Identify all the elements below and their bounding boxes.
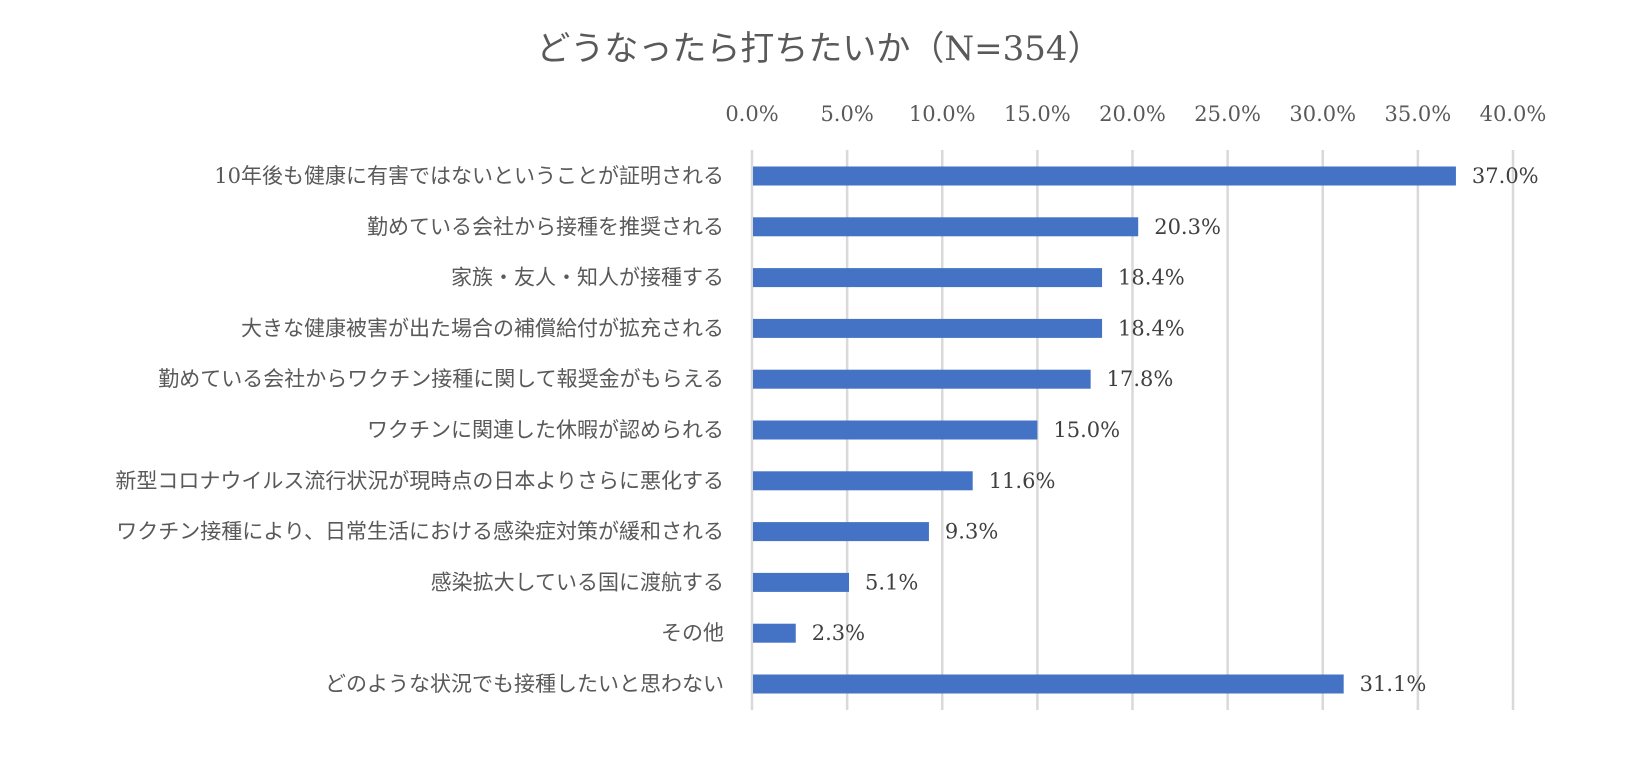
data-label: 18.4% [1118, 266, 1185, 290]
x-tick-label: 25.0% [1194, 102, 1261, 126]
x-tick-label: 15.0% [1004, 102, 1071, 126]
category-label: ワクチンに関連した休暇が認められる [367, 418, 724, 442]
data-label: 37.0% [1472, 164, 1539, 188]
category-label: 感染拡大している国に渡航する [431, 570, 724, 594]
category-label: 勤めている会社から接種を推奨される [367, 215, 724, 239]
category-label: 10年後も健康に有害ではないということが証明される [214, 164, 724, 188]
data-label: 2.3% [812, 621, 865, 645]
category-label: 新型コロナウイルス流行状況が現時点の日本よりさらに悪化する [115, 469, 724, 493]
gridlines [750, 150, 1515, 710]
category-labels: 10年後も健康に有害ではないということが証明される勤めている会社から接種を推奨さ… [115, 164, 724, 696]
data-label: 20.3% [1154, 215, 1221, 239]
data-labels: 37.0% 20.3% 18.4% 18.4% 17.8% 15.0% 11.6% 9.3% 5… [812, 164, 1539, 696]
category-label: 家族・友人・知人が接種する [451, 266, 724, 290]
bar [753, 420, 1038, 440]
bar [753, 522, 929, 542]
bar [753, 674, 1344, 694]
data-label: 9.3% [945, 520, 998, 544]
x-tick-label: 5.0% [820, 102, 873, 126]
x-tick-label: 35.0% [1385, 102, 1452, 126]
x-tick-label: 40.0% [1480, 102, 1547, 126]
bar [753, 268, 1103, 288]
bars [753, 166, 1456, 694]
x-tick-label: 0.0% [725, 102, 778, 126]
category-label: その他 [661, 621, 724, 645]
chart-title: どうなったら打ちたいか（N=354） [536, 29, 1101, 69]
data-label: 11.6% [989, 469, 1056, 493]
category-label: 勤めている会社からワクチン接種に関して報奨金がもらえる [158, 367, 724, 391]
data-label: 17.8% [1107, 367, 1174, 391]
bar [753, 471, 973, 491]
category-label: ワクチン接種により、日常生活における感染症対策が緩和される [116, 520, 724, 544]
data-label: 31.1% [1360, 672, 1427, 696]
x-tick-label: 20.0% [1099, 102, 1166, 126]
category-label: 大きな健康被害が出た場合の補償給付が拡充される [241, 316, 724, 340]
bar [753, 166, 1456, 186]
category-label: どのような状況でも接種したいと思わない [325, 672, 724, 696]
data-label: 18.4% [1118, 316, 1185, 340]
data-label: 5.1% [865, 570, 918, 594]
bar [753, 318, 1103, 338]
bar [753, 572, 850, 592]
bar [753, 623, 796, 643]
bar [753, 369, 1091, 389]
x-tick-label: 30.0% [1289, 102, 1356, 126]
data-label: 15.0% [1053, 418, 1120, 442]
bar [753, 217, 1139, 237]
x-tick-label: 10.0% [909, 102, 976, 126]
x-axis-ticks: 0.0% 5.0% 10.0% 15.0% 20.0% 25.0% 30.0% 35.0% 40… [725, 102, 1546, 126]
